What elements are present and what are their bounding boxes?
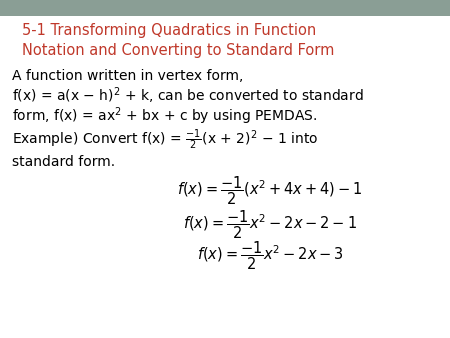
Text: standard form.: standard form. (12, 155, 115, 169)
Text: f(x) = a(x $-$ h)$^2$ + k, can be converted to standard: f(x) = a(x $-$ h)$^2$ + k, can be conver… (12, 86, 364, 106)
Bar (0, 0, 450, 16)
Text: $f(x) = \dfrac{-1}{2}(x^2 + 4x + 4) - 1$: $f(x) = \dfrac{-1}{2}(x^2 + 4x + 4) - 1$ (177, 175, 363, 207)
Text: Example) Convert f(x) = $\frac{-1}{2}$(x + 2)$^2$ $-$ 1 into: Example) Convert f(x) = $\frac{-1}{2}$(x… (12, 128, 318, 152)
Text: A function written in vertex form,: A function written in vertex form, (12, 69, 243, 83)
Text: 5-1 Transforming Quadratics in Function: 5-1 Transforming Quadratics in Function (22, 23, 316, 38)
Text: Notation and Converting to Standard Form: Notation and Converting to Standard Form (22, 44, 334, 58)
Text: form, f(x) = ax$^2$ + bx + c by using PEMDAS.: form, f(x) = ax$^2$ + bx + c by using PE… (12, 105, 317, 127)
Text: $f(x) = \dfrac{-1}{2}x^2 - 2x - 2 - 1$: $f(x) = \dfrac{-1}{2}x^2 - 2x - 2 - 1$ (183, 209, 357, 241)
Text: $f(x) = \dfrac{-1}{2}x^2 - 2x - 3$: $f(x) = \dfrac{-1}{2}x^2 - 2x - 3$ (197, 240, 343, 272)
